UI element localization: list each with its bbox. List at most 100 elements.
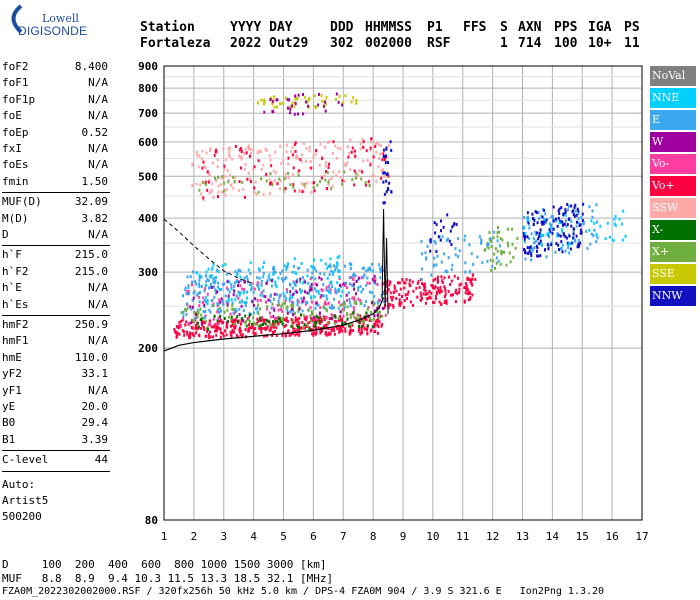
trace-point-e	[269, 294, 272, 298]
trace-point-nne	[332, 270, 335, 274]
trace-point-vo	[421, 282, 424, 286]
trace-point-x	[364, 181, 367, 185]
trace-point-vo	[340, 317, 343, 321]
trace-point-nnw	[558, 248, 560, 252]
trace-point-nne	[336, 281, 339, 285]
trace-point-w	[312, 316, 315, 319]
trace-point-vo	[434, 294, 437, 298]
header-label-3: HHMMSS	[365, 20, 412, 35]
trace-point-e	[200, 284, 203, 288]
trace-point-w	[292, 293, 295, 297]
trace-point-e	[582, 222, 585, 226]
trace-point-nne	[612, 238, 615, 242]
trace-point-x	[221, 175, 224, 178]
param-row: yF1 N/A	[2, 384, 108, 400]
trace-point-x	[501, 250, 504, 254]
trace-point-e	[489, 237, 492, 241]
x-tick-label: 14	[546, 530, 560, 543]
trace-point-vo	[214, 150, 217, 154]
x-tick-label: 17	[635, 530, 648, 543]
trace-point-e	[230, 283, 233, 287]
trace-point-e	[243, 276, 246, 280]
trace-point-x	[318, 319, 321, 323]
trace-point-x	[355, 302, 358, 306]
trace-point-vo	[328, 162, 330, 166]
trace-point-x	[507, 244, 510, 248]
trace-point-vo	[224, 329, 227, 333]
trace-point-vo	[297, 300, 300, 304]
trace-point-nne	[527, 218, 530, 222]
trace-point-vo	[225, 286, 228, 290]
trace-point-ssw	[228, 150, 231, 154]
trace-point-vo	[186, 330, 189, 334]
trace-point-e	[533, 246, 536, 249]
trace-point-nne	[338, 254, 341, 258]
trace-point-vo	[323, 324, 326, 328]
trace-point-x	[337, 316, 340, 320]
trace-point-w	[310, 282, 313, 286]
trace-point-vo	[433, 300, 436, 304]
trace-point-x	[492, 236, 495, 240]
trace-point-e	[208, 308, 211, 312]
x-tick-label: 13	[516, 530, 529, 543]
trace-point-e	[298, 266, 301, 270]
trace-point-e	[357, 286, 360, 290]
trace-point-e	[205, 274, 208, 278]
trace-point-ssw	[224, 158, 227, 162]
trace-point-nnw	[572, 213, 575, 216]
param-row: C-level 44	[2, 453, 108, 469]
param-name: fxI	[2, 142, 22, 155]
trace-point-vo	[183, 330, 186, 334]
trace-point-e	[209, 285, 212, 289]
trace-point-vo	[311, 332, 314, 336]
trace-point-e	[196, 308, 199, 312]
trace-point-vo	[332, 314, 335, 318]
trace-point-e	[472, 263, 475, 266]
trace-point-e	[444, 270, 447, 273]
trace-point-w	[254, 297, 257, 301]
trace-point-x	[489, 258, 492, 262]
trace-point-e	[588, 205, 591, 209]
trace-point-vo	[412, 289, 415, 293]
trace-point-ssw	[217, 184, 220, 188]
trace-point-vo	[435, 297, 437, 301]
trace-point-vo	[399, 287, 402, 291]
trace-point-e	[292, 301, 295, 305]
trace-point-e	[487, 242, 490, 246]
trace-point-vo	[230, 324, 232, 328]
trace-point-e	[464, 234, 467, 238]
trace-point-e	[580, 215, 583, 219]
trace-point-vo	[437, 289, 440, 293]
trace-point-nnw	[574, 203, 577, 207]
trace-point-vo	[367, 306, 370, 310]
trace-point-nne	[624, 234, 627, 238]
trace-point-vo	[332, 140, 335, 144]
trace-point-nne	[313, 258, 316, 262]
param-row: yF2 33.1	[2, 367, 108, 383]
trace-point-nne	[548, 231, 551, 235]
trace-point-x	[231, 307, 234, 311]
trace-point-e	[337, 307, 340, 311]
trace-point-nne	[588, 228, 591, 232]
trace-point-w	[320, 277, 323, 281]
trace-point-w	[304, 290, 306, 294]
trace-point-vo	[204, 287, 206, 291]
header-label-6: S	[500, 20, 508, 35]
trace-point-vo	[185, 320, 188, 324]
trace-point-vo	[186, 292, 189, 296]
trace-point-ssw	[217, 190, 220, 194]
trace-point-e	[267, 275, 270, 279]
trace-point-ssw	[199, 183, 202, 187]
trace-point-vo	[284, 334, 287, 338]
trace-point-e	[301, 301, 304, 305]
trace-point-x	[232, 175, 235, 179]
param-value: N/A	[88, 228, 108, 241]
trace-point-e	[259, 293, 262, 297]
trace-point-ssw	[237, 189, 240, 192]
trace-point-x	[490, 245, 493, 249]
trace-point-ssw	[309, 160, 312, 163]
trace-point-w	[352, 282, 355, 286]
trace-point-nnw	[451, 225, 454, 229]
trace-point-x	[349, 313, 352, 317]
trace-point-e	[420, 277, 423, 281]
